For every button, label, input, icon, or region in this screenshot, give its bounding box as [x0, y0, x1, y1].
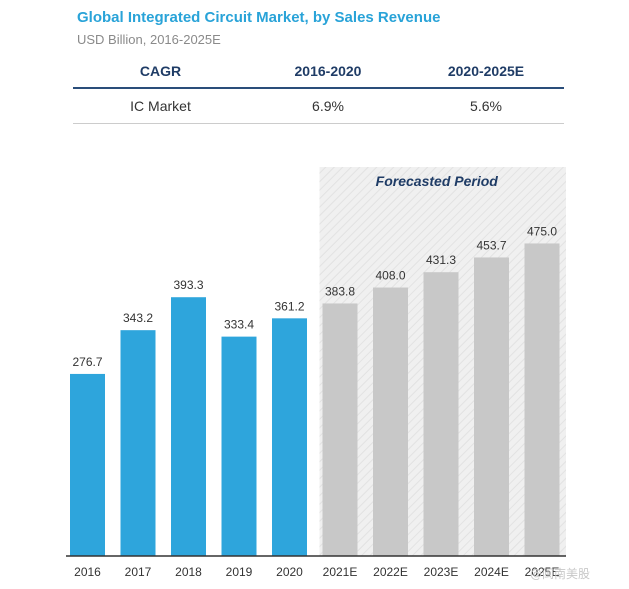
cagr-header-label: CAGR	[139, 63, 182, 79]
x-tick-label: 2024E	[474, 565, 509, 579]
cagr-row-value-2: 5.6%	[470, 98, 502, 114]
bar-value-label: 408.0	[375, 269, 405, 283]
bar-2016	[70, 373, 105, 556]
x-tick-label: 2023E	[424, 565, 459, 579]
bar-value-label: 276.7	[72, 355, 102, 369]
x-tick-label: 2021E	[323, 565, 358, 579]
watermark-text: @闽南美股	[530, 566, 590, 581]
bar-value-label: 333.4	[224, 318, 254, 332]
forecast-period-label: Forecasted Period	[376, 173, 499, 189]
bar-2022e	[373, 287, 408, 556]
x-tick-label: 2016	[74, 565, 101, 579]
bar-2020	[272, 318, 307, 556]
bar-value-label: 453.7	[476, 238, 506, 252]
bar-2024e	[474, 257, 509, 556]
cagr-row-label: IC Market	[130, 98, 191, 114]
x-tick-label: 2022E	[373, 565, 408, 579]
bar-2025e	[524, 243, 560, 556]
bar-2021e	[322, 303, 358, 556]
bar-2018	[171, 297, 206, 556]
bar-2017	[120, 330, 156, 556]
bar-value-label: 383.8	[325, 284, 355, 298]
x-tick-label: 2019	[226, 565, 253, 579]
bar-value-label: 475.0	[527, 224, 557, 238]
chart-subtitle: USD Billion, 2016-2025E	[77, 32, 221, 47]
x-tick-label: 2025E	[525, 565, 560, 579]
chart-title: Global Integrated Circuit Market, by Sal…	[77, 9, 441, 26]
bar-2023e	[423, 272, 459, 556]
bar-value-label: 361.2	[274, 299, 304, 313]
cagr-table-row: IC Market 6.9% 5.6%	[73, 89, 564, 124]
cagr-table-header: CAGR 2016-2020 2020-2025E	[73, 55, 564, 89]
cagr-table: CAGR 2016-2020 2020-2025E IC Market 6.9%…	[73, 55, 564, 124]
x-tick-label: 2017	[125, 565, 152, 579]
cagr-row-value-1: 6.9%	[312, 98, 344, 114]
bar-2019	[221, 336, 257, 556]
x-tick-label: 2018	[175, 565, 202, 579]
bar-value-label: 393.3	[173, 278, 203, 292]
cagr-header-period-1: 2016-2020	[294, 63, 362, 79]
bar-value-label: 431.3	[426, 253, 456, 267]
cagr-header-period-2: 2020-2025E	[447, 63, 525, 79]
x-tick-label: 2020	[276, 565, 303, 579]
bar-value-label: 343.2	[123, 311, 153, 325]
